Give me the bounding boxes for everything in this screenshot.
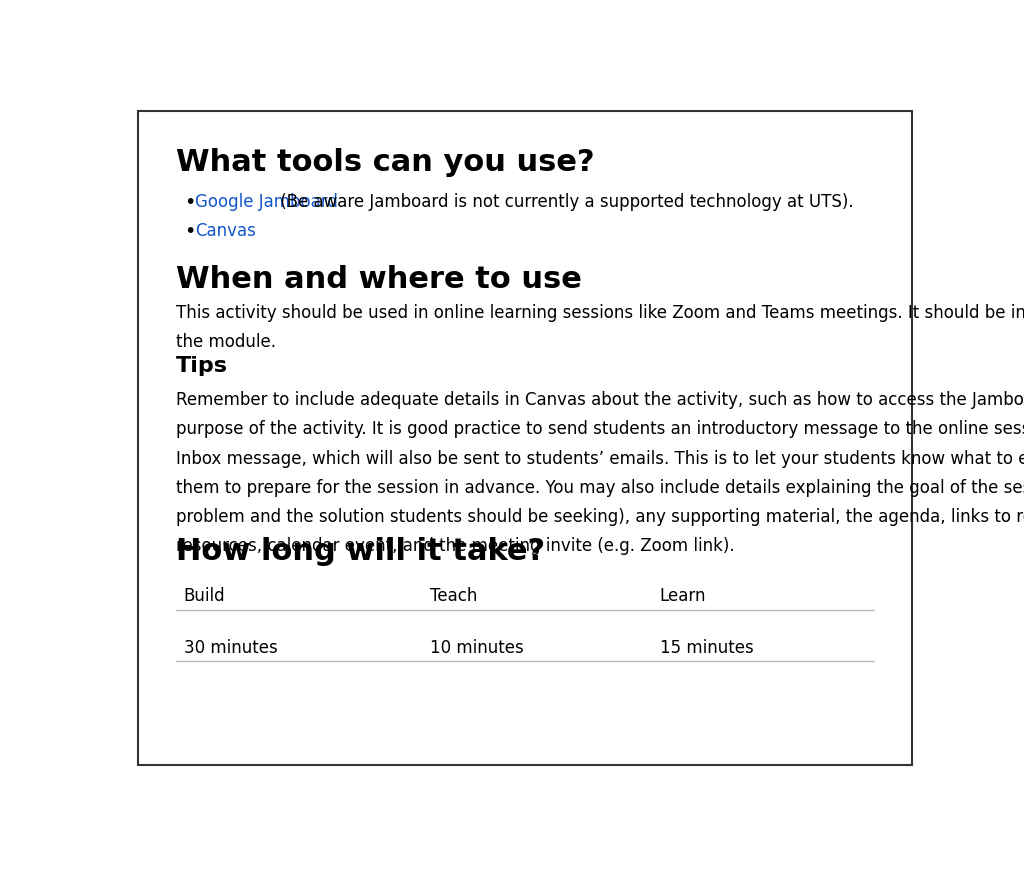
Text: •: • xyxy=(184,193,196,212)
Text: 30 minutes: 30 minutes xyxy=(183,638,278,656)
Text: How long will it take?: How long will it take? xyxy=(176,536,545,566)
Text: Remember to include adequate details in Canvas about the activity, such as how t: Remember to include adequate details in … xyxy=(176,391,1024,554)
Text: (Be aware Jamboard is not currently a supported technology at UTS).: (Be aware Jamboard is not currently a su… xyxy=(275,193,854,211)
Text: 15 minutes: 15 minutes xyxy=(659,638,754,656)
Text: Learn: Learn xyxy=(659,587,707,605)
Text: •: • xyxy=(184,222,196,241)
Text: 10 minutes: 10 minutes xyxy=(430,638,523,656)
Text: Canvas: Canvas xyxy=(196,222,256,239)
Text: Google Jamboard: Google Jamboard xyxy=(196,193,338,211)
FancyBboxPatch shape xyxy=(137,112,912,766)
Text: What tools can you use?: What tools can you use? xyxy=(176,148,594,176)
Text: This activity should be used in online learning sessions like Zoom and Teams mee: This activity should be used in online l… xyxy=(176,303,1024,351)
Text: Tips: Tips xyxy=(176,356,227,376)
Text: Build: Build xyxy=(183,587,225,605)
Text: When and where to use: When and where to use xyxy=(176,265,582,294)
Text: Teach: Teach xyxy=(430,587,477,605)
